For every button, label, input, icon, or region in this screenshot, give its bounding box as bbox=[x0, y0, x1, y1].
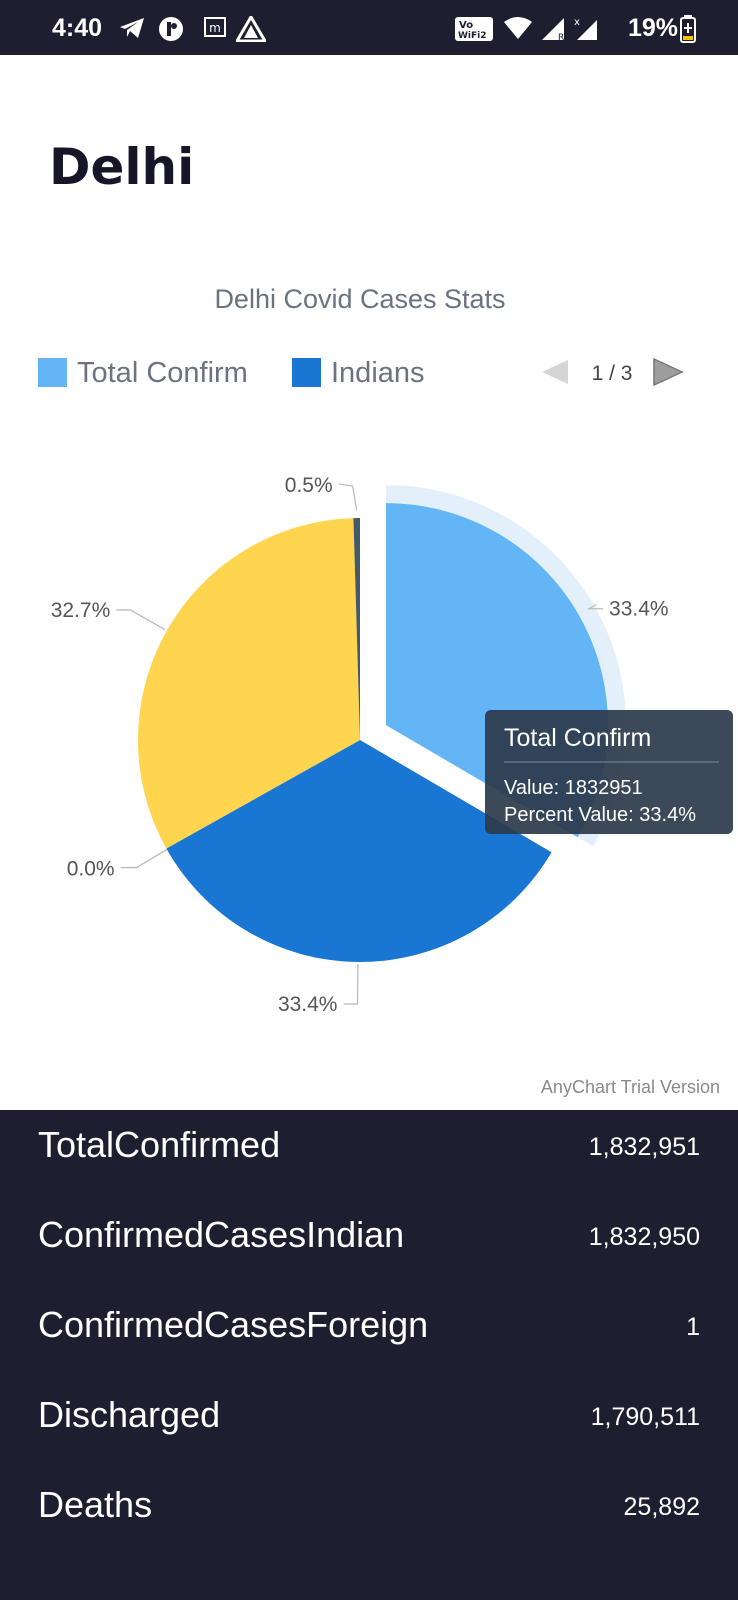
pager-prev-icon[interactable] bbox=[542, 360, 568, 384]
wifi-icon bbox=[504, 17, 532, 39]
slice-percent-label: 33.4% bbox=[278, 993, 338, 1016]
stat-label: ConfirmedCasesForeign bbox=[38, 1304, 429, 1345]
stat-value: 1,832,950 bbox=[588, 1223, 700, 1251]
tooltip-box bbox=[485, 710, 733, 834]
pie-slice[interactable] bbox=[166, 740, 552, 962]
app-icon bbox=[159, 17, 183, 41]
stat-value: 25,892 bbox=[623, 1493, 700, 1521]
stat-row-discharged: Discharged 1,790,511 bbox=[0, 1380, 738, 1470]
slice-percent-label: 0.0% bbox=[67, 858, 115, 881]
pie-slice[interactable] bbox=[353, 518, 360, 740]
slice-percent-label: 32.7% bbox=[51, 599, 111, 622]
signal-app-icon bbox=[236, 16, 266, 42]
tooltip-title: Total Confirm bbox=[504, 724, 651, 752]
slice-percent-label: 33.4% bbox=[609, 598, 669, 621]
stat-row-confirmed-foreign: ConfirmedCasesForeign 1 bbox=[0, 1290, 738, 1380]
label-leader-line bbox=[338, 483, 358, 511]
pie-slice[interactable] bbox=[138, 518, 360, 849]
chart-svg: Delhi Covid Cases Stats Total Confirm Indi… bbox=[38, 284, 733, 1097]
telegram-icon bbox=[120, 18, 144, 38]
status-time: 4:40 bbox=[52, 14, 103, 42]
stats-panel: TotalConfirmed 1,832,951 ConfirmedCasesI… bbox=[0, 1110, 738, 1600]
page-title: Delhi bbox=[49, 138, 195, 196]
vowifi-icon: Vo WiFi2 bbox=[455, 17, 493, 41]
stat-label: ConfirmedCasesIndian bbox=[38, 1214, 405, 1255]
stat-label: TotalConfirmed bbox=[38, 1124, 281, 1165]
pager-label: 1 / 3 bbox=[592, 362, 633, 385]
slice-percent-label: 0.5% bbox=[285, 474, 333, 497]
legend-swatch bbox=[38, 358, 67, 387]
svg-text:WiFi2: WiFi2 bbox=[458, 31, 487, 41]
status-bar: 4:40 m Vo WiFi2 R x 19% bbox=[0, 0, 738, 55]
svg-text:Vo: Vo bbox=[459, 20, 473, 31]
svg-text:m: m bbox=[209, 21, 221, 35]
tooltip-value: Value: 1832951 bbox=[504, 777, 643, 799]
legend-item-label[interactable]: Indians bbox=[331, 357, 425, 389]
label-leader-line bbox=[343, 963, 359, 1005]
pie-chart[interactable]: Delhi Covid Cases Stats Total Confirm Indi… bbox=[0, 270, 738, 1105]
stat-value: 1,790,511 bbox=[590, 1403, 700, 1431]
label-leader-line bbox=[120, 848, 167, 869]
signal-r-icon: R bbox=[542, 18, 564, 42]
m-icon: m bbox=[204, 17, 226, 37]
pager-next-icon[interactable] bbox=[653, 357, 684, 387]
stat-row-confirmed-indian: ConfirmedCasesIndian 1,832,950 bbox=[0, 1200, 738, 1290]
chart-title: Delhi Covid Cases Stats bbox=[214, 284, 505, 314]
label-leader-line bbox=[116, 609, 166, 631]
stat-row-total-confirmed: TotalConfirmed 1,832,951 bbox=[0, 1110, 738, 1200]
tooltip-percent: Percent Value: 33.4% bbox=[504, 804, 696, 826]
stat-label: Deaths bbox=[38, 1484, 153, 1525]
chart-watermark: AnyChart Trial Version bbox=[541, 1077, 720, 1097]
label-leader-line bbox=[586, 604, 604, 610]
svg-text:R: R bbox=[558, 33, 564, 42]
legend-item-label[interactable]: Total Confirm bbox=[77, 357, 248, 389]
signal-x-icon: x bbox=[574, 17, 597, 40]
legend-swatch bbox=[292, 358, 321, 387]
battery-percent: 19% bbox=[627, 14, 678, 42]
battery-icon bbox=[680, 15, 696, 43]
svg-text:x: x bbox=[574, 17, 580, 28]
stat-row-deaths: Deaths 25,892 bbox=[0, 1470, 738, 1560]
stat-value: 1 bbox=[686, 1313, 700, 1341]
stat-label: Discharged bbox=[38, 1394, 221, 1435]
stat-value: 1,832,951 bbox=[588, 1133, 700, 1161]
